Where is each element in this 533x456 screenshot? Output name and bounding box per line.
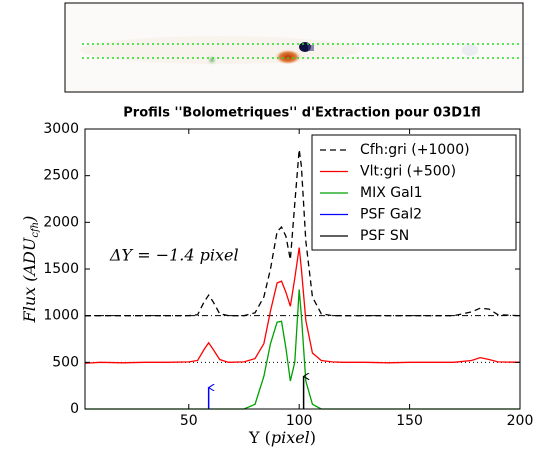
chart-title: Profils ''Bolometriques'' d'Extraction p… <box>123 106 481 121</box>
y-tick-label: 500 <box>52 354 79 370</box>
x-tick-label: 50 <box>180 413 198 429</box>
legend-label: Vlt:gri (+500) <box>360 164 456 180</box>
y-axis-label-part: ADU <box>20 237 39 277</box>
y-axis-label-part: Flux ( <box>20 275 39 324</box>
x-axis-label-part: ) <box>310 428 316 447</box>
x-tick-label: 200 <box>507 413 533 429</box>
y-tick-label: 1000 <box>43 308 79 324</box>
y-axis-label: Flux (ADUcfh) <box>20 216 42 324</box>
x-axis-label-part: pixel <box>271 428 310 447</box>
legend-label: MIX Gal1 <box>360 185 422 201</box>
y-tick-label: 1500 <box>43 261 79 277</box>
y-axis-label-part: ) <box>20 216 39 223</box>
y-tick-label: 2000 <box>43 214 79 230</box>
y-tick-label: 0 <box>70 401 79 417</box>
legend-label: Cfh:gri (+1000) <box>360 142 470 158</box>
y-tick-label: 2500 <box>43 168 79 184</box>
series-line <box>85 149 521 317</box>
x-tick-label: 150 <box>396 413 423 429</box>
galaxy-image <box>64 2 524 93</box>
x-axis-label: Y (pixel) <box>248 428 316 447</box>
annotation: ΔY = −1.4 pixel <box>109 246 239 265</box>
legend-label: PSF Gal2 <box>360 207 422 223</box>
x-axis-label-part: Y ( <box>248 428 271 447</box>
series-line <box>84 247 521 364</box>
y-tick-label: 3000 <box>43 121 79 137</box>
series-line <box>85 289 520 410</box>
legend-label: PSF SN <box>360 228 409 244</box>
y-axis-label-part: cfh <box>30 222 41 238</box>
x-tick-label: 100 <box>286 413 313 429</box>
